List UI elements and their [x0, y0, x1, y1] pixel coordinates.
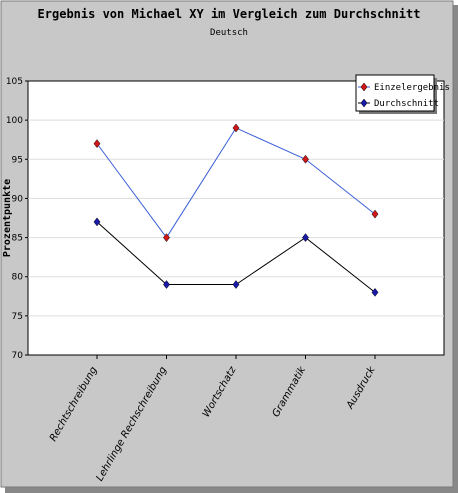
- data-point: [302, 154, 309, 164]
- y-tick-label: 90: [12, 194, 24, 204]
- data-point: [232, 280, 240, 289]
- data-point: [93, 139, 101, 149]
- data-point: [232, 123, 240, 133]
- chart-subtitle: Deutsch: [210, 28, 248, 38]
- series-layer: [93, 123, 379, 297]
- legend-box: [355, 74, 435, 112]
- data-point: [163, 280, 170, 289]
- data-point: [163, 233, 170, 242]
- grid-lines: [28, 119, 444, 317]
- legend-swatch-marker: [360, 98, 368, 108]
- legend: Einzelergebnis Durchschnitt: [355, 74, 450, 114]
- y-axis-label: Prozentpunkte: [2, 179, 13, 257]
- y-tick-label: 105: [6, 77, 23, 87]
- y-tick-label: 70: [12, 351, 24, 361]
- legend-items: Einzelergebnis Durchschnitt: [358, 82, 450, 109]
- data-point: [371, 287, 379, 297]
- data-point: [302, 233, 309, 242]
- legend-label: Einzelergebnis: [374, 83, 450, 93]
- y-tick-label: 100: [6, 116, 23, 126]
- data-point: [93, 217, 101, 227]
- y-tick-label: 95: [12, 155, 23, 165]
- y-tick-label: 85: [12, 234, 23, 244]
- data-point: [371, 209, 379, 219]
- y-tick-label: 75: [12, 312, 23, 322]
- legend-swatch-marker: [360, 82, 368, 92]
- y-tick-label: 80: [12, 273, 24, 283]
- chart-title: Ergebnis von Michael XY im Vergleich zum…: [38, 7, 421, 21]
- legend-label: Durchschnitt: [374, 99, 439, 109]
- plot-area: [27, 80, 445, 356]
